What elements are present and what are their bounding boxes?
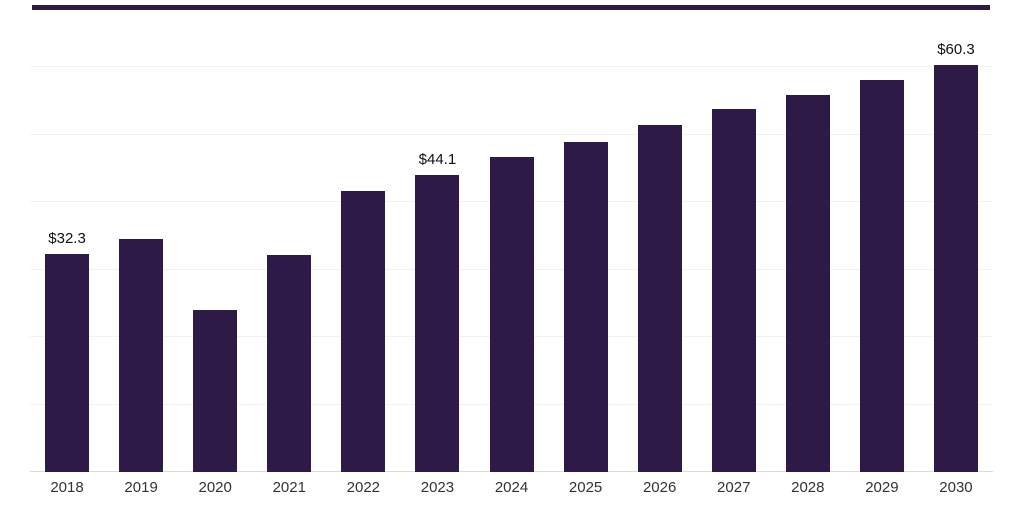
gridline — [30, 134, 993, 135]
bar-group — [697, 0, 771, 472]
x-axis-label: 2021 — [272, 479, 306, 496]
bar — [933, 65, 978, 472]
x-axis-label: 2020 — [198, 479, 232, 496]
x-axis-label: 2018 — [50, 479, 84, 496]
x-axis-label: 2027 — [717, 479, 751, 496]
bar — [711, 109, 756, 472]
bar-group — [178, 0, 252, 472]
bar-group: $60.3 — [919, 0, 993, 472]
bar — [341, 191, 386, 472]
bar — [45, 254, 90, 472]
bar — [563, 142, 608, 472]
bar — [785, 95, 830, 472]
bar — [489, 157, 534, 472]
x-axis-labels: 2018 2019 2020 2021 2022 2023 2024 2025 2026 2027… — [30, 479, 993, 496]
x-axis-label: 2028 — [791, 479, 825, 496]
plot-area: $32.3 $44.1 $60.3 — [30, 0, 993, 472]
bar — [415, 175, 460, 472]
bar-group — [326, 0, 400, 472]
x-axis-label: 2025 — [568, 479, 603, 496]
bar-group — [474, 0, 548, 472]
x-axis-label: 2029 — [865, 479, 899, 496]
top-rule — [32, 5, 990, 10]
bar — [119, 239, 164, 472]
bar-group — [845, 0, 919, 472]
bar-value-label: $44.1 — [418, 151, 457, 168]
x-axis-label: 2019 — [124, 479, 158, 496]
bar-group — [252, 0, 326, 472]
bar-group: $44.1 — [400, 0, 474, 472]
bar-group — [549, 0, 623, 472]
bar — [859, 80, 904, 472]
bar-group — [771, 0, 845, 472]
bar — [193, 310, 238, 472]
bar — [637, 125, 682, 472]
bar-value-label: $32.3 — [48, 230, 86, 247]
bar — [267, 255, 312, 472]
bar-group — [104, 0, 178, 472]
x-axis-label: 2022 — [346, 479, 381, 496]
gridline — [30, 66, 993, 67]
bar-group — [623, 0, 697, 472]
x-axis-label: 2026 — [642, 479, 677, 496]
x-axis-label: 2030 — [939, 479, 973, 496]
bars-container: $32.3 $44.1 $60.3 — [30, 0, 993, 472]
x-axis-label: 2023 — [420, 479, 455, 496]
bar-value-label: $60.3 — [937, 41, 975, 58]
x-axis-label: 2024 — [494, 479, 529, 496]
bar-group: $32.3 — [30, 0, 104, 472]
